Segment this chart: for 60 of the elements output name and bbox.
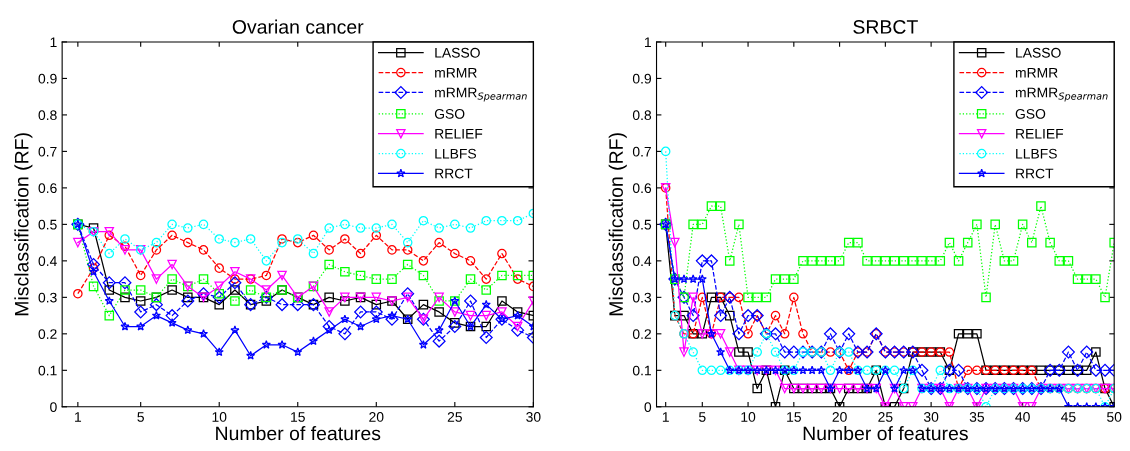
y-tick-label: 0.4 <box>38 256 57 267</box>
x-tick-label: 5 <box>137 412 144 422</box>
legend-label: RRCT <box>435 168 473 179</box>
y-tick-label: 0.1 <box>632 365 651 376</box>
y-tick-label: 0.6 <box>632 183 652 194</box>
legend-label: mRMR$_{Spearman}$ <box>435 87 527 102</box>
legend-label: LASSO <box>435 47 480 58</box>
y-axis-title: Misclassification (RF) <box>608 133 627 316</box>
y-tick-label: 0.3 <box>632 292 652 303</box>
y-tick-label: 0.9 <box>38 73 57 84</box>
y-tick-label: 1 <box>645 37 651 47</box>
x-axis-title: Number of features <box>803 426 968 441</box>
x-tick-label: 15 <box>787 412 801 422</box>
x-tick-label: 40 <box>1015 412 1030 422</box>
y-tick-label: 0 <box>50 402 57 412</box>
x-axis-title: Number of features <box>216 426 381 441</box>
y-tick-label: 0.6 <box>38 183 57 194</box>
y-tick-label: 0.5 <box>38 219 57 230</box>
x-tick-label: 30 <box>923 412 939 422</box>
x-tick-label: 15 <box>291 412 305 422</box>
y-tick-label: 0 <box>644 402 652 412</box>
legend-label: LLBFS <box>1016 148 1057 159</box>
y-axis-title: Misclassification (RF) <box>14 133 33 316</box>
legend-label: GSO <box>434 108 465 119</box>
x-tick-label: 10 <box>212 412 227 422</box>
legend-label: LLBFS <box>435 148 477 159</box>
legend-label: mRMR <box>1015 67 1058 78</box>
y-tick-label: 0.2 <box>632 329 651 339</box>
x-tick-label: 20 <box>369 412 384 422</box>
x-tick-label: 1 <box>662 412 669 422</box>
x-tick-label: 25 <box>878 412 893 422</box>
y-tick-label: 0.5 <box>632 219 652 230</box>
legend-label: RELIEF <box>1016 129 1064 139</box>
y-tick-label: 0.7 <box>38 146 57 157</box>
legend-label: mRMR$_{Spearman}$ <box>1015 87 1108 102</box>
legend-label: mRMR <box>435 67 477 78</box>
x-tick-label: 35 <box>969 412 985 422</box>
x-tick-label: 10 <box>741 412 756 422</box>
x-tick-label: 1 <box>75 412 82 422</box>
legend-label: GSO <box>1015 108 1046 119</box>
x-tick-label: 25 <box>447 412 462 422</box>
y-tick-label: 0.7 <box>632 146 651 157</box>
y-tick-label: 0.8 <box>632 110 652 121</box>
x-tick-label: 20 <box>832 412 847 422</box>
y-tick-label: 0.3 <box>38 292 57 303</box>
y-tick-label: 0.2 <box>38 329 57 339</box>
legend-label: RRCT <box>1016 168 1054 179</box>
x-tick-label: 50 <box>1107 412 1122 422</box>
x-tick-label: 45 <box>1061 412 1076 422</box>
chart-title: SRBCT <box>853 20 918 34</box>
x-tick-label: 30 <box>526 412 541 422</box>
chart-title: Ovarian cancer <box>232 19 364 34</box>
legend-label: LASSO <box>1016 47 1061 58</box>
y-tick-label: 0.4 <box>632 256 652 267</box>
y-tick-label: 0.8 <box>38 110 57 121</box>
x-tick-label: 5 <box>698 412 706 422</box>
y-tick-label: 0.1 <box>38 365 57 376</box>
y-tick-label: 0.9 <box>632 73 652 84</box>
legend-label: RELIEF <box>435 129 483 139</box>
y-tick-label: 1 <box>50 37 57 47</box>
